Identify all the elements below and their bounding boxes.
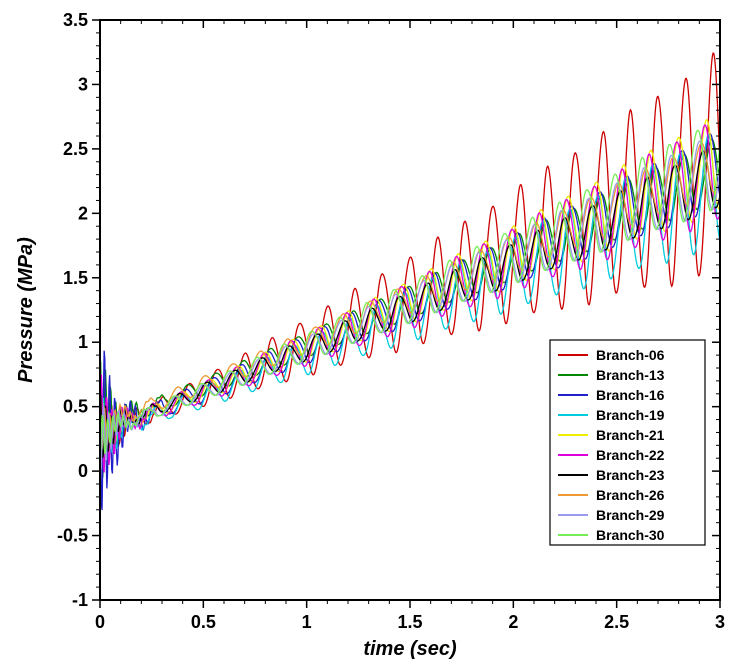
- legend-label: Branch-29: [596, 507, 665, 523]
- legend-label: Branch-13: [596, 367, 665, 383]
- xtick-label: 1.5: [397, 612, 422, 632]
- ytick-label: 3: [78, 74, 88, 94]
- xtick-label: 0.5: [191, 612, 216, 632]
- pressure-chart: 0 0.5 1 1.5 2 2.5 3 -1 -0.5 0 0.5 1 1.5 2 2.5 3 3.5 time …: [0, 0, 741, 669]
- xtick-label: 0: [95, 612, 105, 632]
- ytick-label: 0.5: [63, 397, 88, 417]
- y-axis-label: Pressure (MPa): [15, 237, 37, 383]
- xtick-label: 2.5: [604, 612, 629, 632]
- ytick-label: -0.5: [57, 526, 88, 546]
- ytick-label: 1.5: [63, 268, 88, 288]
- xtick-label: 3: [715, 612, 725, 632]
- legend-label: Branch-06: [596, 347, 665, 363]
- ytick-label: -1: [72, 590, 88, 610]
- ytick-label: 0: [78, 461, 88, 481]
- x-axis-label: time (sec): [363, 638, 457, 660]
- legend-label: Branch-30: [596, 527, 665, 543]
- ytick-label: 2.5: [63, 139, 88, 159]
- legend-label: Branch-21: [596, 427, 665, 443]
- legend-label: Branch-19: [596, 407, 665, 423]
- ytick-label: 1: [78, 332, 88, 352]
- xtick-label: 1: [302, 612, 312, 632]
- legend-label: Branch-26: [596, 487, 665, 503]
- ytick-label: 3.5: [63, 10, 88, 30]
- legend-label: Branch-16: [596, 387, 665, 403]
- legend: Branch-06 Branch-13 Branch-16 Branch-19 Bran…: [550, 340, 705, 545]
- legend-label: Branch-22: [596, 447, 665, 463]
- chart-container: 0 0.5 1 1.5 2 2.5 3 -1 -0.5 0 0.5 1 1.5 2 2.5 3 3.5 time …: [0, 0, 741, 669]
- ytick-label: 2: [78, 203, 88, 223]
- legend-label: Branch-23: [596, 467, 665, 483]
- xtick-label: 2: [508, 612, 518, 632]
